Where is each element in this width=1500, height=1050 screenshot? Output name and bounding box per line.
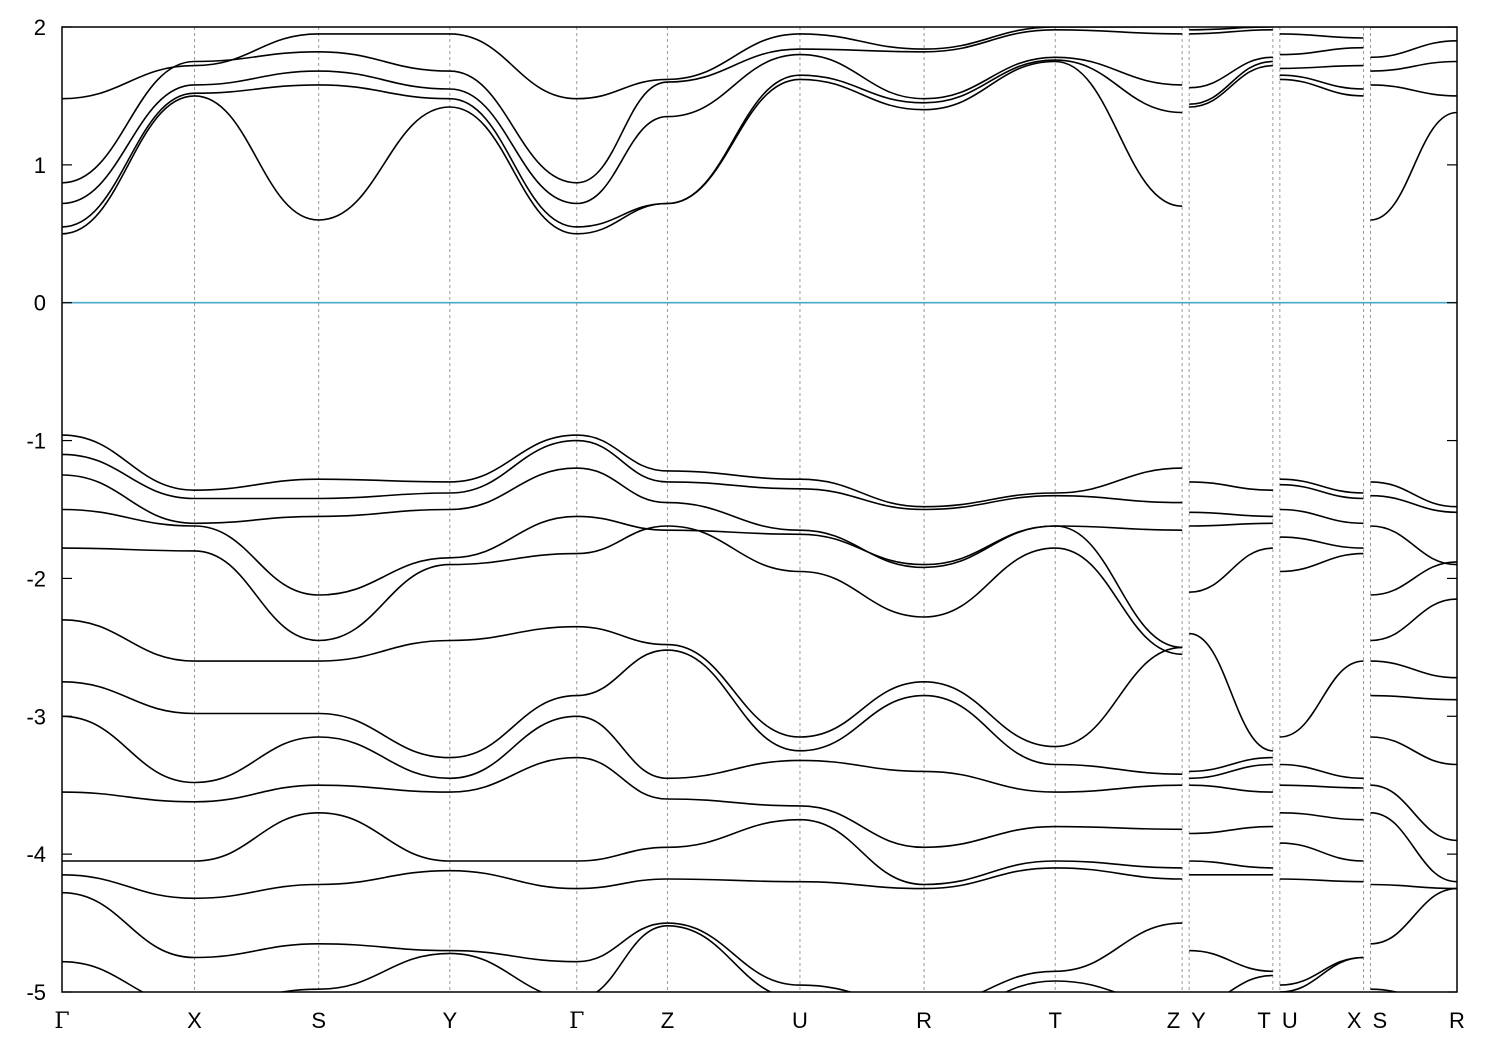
band-v12 bbox=[62, 887, 1457, 992]
ytick-label: 1 bbox=[34, 153, 46, 178]
band-v10 bbox=[62, 812, 1457, 886]
k-label: Y bbox=[442, 1008, 457, 1033]
band-v1 bbox=[62, 434, 1457, 508]
k-label: X bbox=[1347, 1008, 1362, 1033]
k-label: R bbox=[1449, 1008, 1465, 1033]
band-v13 bbox=[62, 925, 1400, 992]
k-label: T bbox=[1257, 1008, 1270, 1033]
band-c5 bbox=[62, 27, 1457, 100]
band-v8 bbox=[62, 715, 1457, 793]
band-c4 bbox=[62, 29, 1457, 184]
k-label: Y bbox=[1191, 1008, 1206, 1033]
band-v9 bbox=[62, 756, 1457, 849]
band-v2 bbox=[62, 439, 1457, 518]
ytick-label: -1 bbox=[26, 429, 46, 454]
plot-frame bbox=[61, 26, 1458, 993]
high-symmetry-gridlines bbox=[194, 27, 1372, 992]
band-c2 bbox=[62, 59, 1457, 228]
band-v6 bbox=[62, 619, 1457, 773]
y-axis-ticks: 2 1 0 -1 -2 -3 -4 -5 bbox=[26, 15, 1457, 1005]
ytick-label: -5 bbox=[26, 980, 46, 1005]
k-label: Γ bbox=[569, 1009, 584, 1034]
band-v11 bbox=[62, 867, 1457, 900]
ytick-label: 0 bbox=[34, 291, 46, 316]
ytick-label: 2 bbox=[34, 15, 46, 40]
band-c1 bbox=[62, 60, 1457, 235]
k-label: S bbox=[311, 1008, 326, 1033]
k-label: T bbox=[1049, 1008, 1062, 1033]
band-lines bbox=[62, 27, 1457, 992]
k-label: Γ bbox=[54, 1009, 69, 1034]
k-label: R bbox=[916, 1008, 932, 1033]
k-label: U bbox=[792, 1008, 808, 1033]
ytick-label: -2 bbox=[26, 566, 46, 591]
k-label: S bbox=[1373, 1008, 1388, 1033]
k-label: X bbox=[187, 1008, 202, 1033]
ytick-label: -3 bbox=[26, 704, 46, 729]
band-v4 bbox=[62, 508, 1457, 649]
band-v7 bbox=[62, 649, 1457, 780]
band-v5 bbox=[62, 525, 1457, 752]
k-label: Z bbox=[661, 1008, 674, 1033]
k-label: U bbox=[1282, 1008, 1298, 1033]
k-label: Z bbox=[1167, 1008, 1180, 1033]
band-c3 bbox=[62, 53, 1457, 205]
ytick-label: -4 bbox=[26, 842, 46, 867]
